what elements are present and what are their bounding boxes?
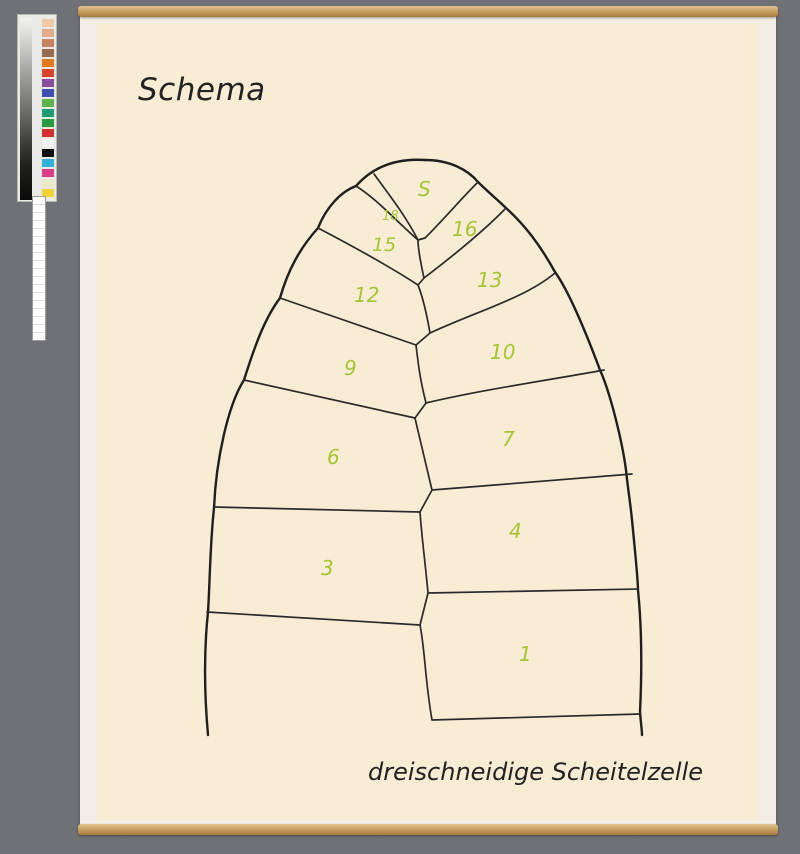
- cell-label-10: 10: [490, 340, 515, 364]
- diagram-title: Schema: [138, 72, 266, 108]
- cell-label-18: 18: [382, 209, 399, 224]
- cell-label-9: 9: [344, 356, 357, 380]
- wall-segment: [424, 181, 479, 239]
- wall-segment: [414, 417, 433, 491]
- wall-segment: [419, 588, 639, 626]
- cell-label-7: 7: [502, 427, 515, 451]
- wall-segment: [317, 207, 507, 286]
- cell-labels: S 18 16 15 13 12 10 9 7 6 4 3 1: [321, 177, 532, 666]
- cell-label-15: 15: [372, 234, 396, 256]
- cell-label-4: 4: [509, 519, 522, 543]
- grayscale-strip: [20, 18, 32, 200]
- color-patches: [42, 19, 54, 197]
- wall-segment: [417, 239, 425, 279]
- diagram-caption: dreischneidige Scheitelzelle: [368, 758, 704, 786]
- wall-segment: [355, 185, 419, 241]
- top-rod: [78, 6, 778, 17]
- cell-label-13: 13: [477, 268, 502, 292]
- bottom-rod: [78, 824, 778, 835]
- cell-label-s: S: [418, 177, 431, 201]
- wall-segment: [373, 173, 426, 241]
- wall-segment: [206, 611, 421, 626]
- wall-segment: [417, 284, 431, 334]
- cell-label-16: 16: [452, 217, 477, 241]
- wall-segment: [419, 511, 429, 594]
- cell-label-12: 12: [354, 283, 379, 307]
- outline-right: [423, 158, 644, 737]
- wall-segment: [213, 473, 633, 513]
- color-calibration-card: [17, 14, 57, 202]
- scale-ruler: [32, 196, 46, 341]
- wall-segment: [419, 624, 641, 721]
- cell-label-6: 6: [327, 445, 340, 469]
- cell-label-3: 3: [321, 556, 334, 580]
- cell-label-1: 1: [519, 642, 532, 666]
- wall-segment: [415, 344, 427, 404]
- cell-walls: [206, 173, 641, 721]
